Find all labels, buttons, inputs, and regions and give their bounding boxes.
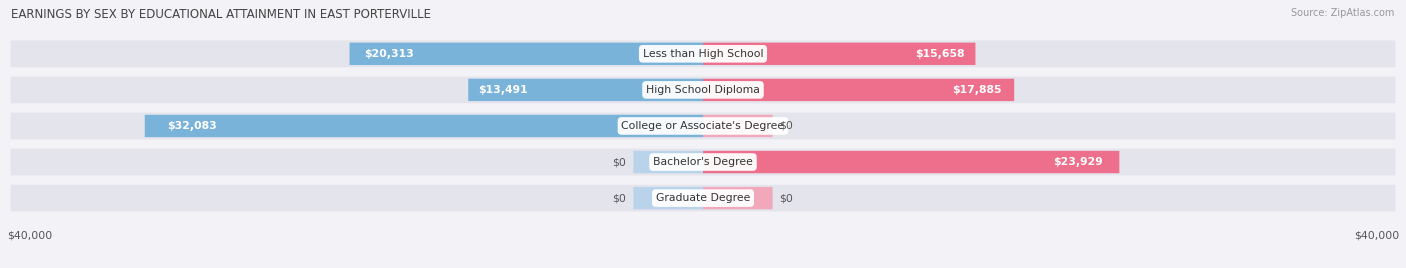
FancyBboxPatch shape xyxy=(703,115,773,137)
Text: $0: $0 xyxy=(613,157,627,167)
FancyBboxPatch shape xyxy=(703,43,976,65)
Text: $0: $0 xyxy=(613,193,627,203)
Text: $13,491: $13,491 xyxy=(478,85,527,95)
FancyBboxPatch shape xyxy=(703,79,1014,101)
FancyBboxPatch shape xyxy=(468,79,703,101)
Text: EARNINGS BY SEX BY EDUCATIONAL ATTAINMENT IN EAST PORTERVILLE: EARNINGS BY SEX BY EDUCATIONAL ATTAINMEN… xyxy=(11,8,432,21)
Text: $15,658: $15,658 xyxy=(915,49,965,59)
FancyBboxPatch shape xyxy=(703,151,1119,173)
FancyBboxPatch shape xyxy=(10,185,1396,211)
FancyBboxPatch shape xyxy=(703,187,773,209)
Text: Graduate Degree: Graduate Degree xyxy=(655,193,751,203)
Text: $0: $0 xyxy=(779,193,793,203)
Text: $20,313: $20,313 xyxy=(364,49,413,59)
FancyBboxPatch shape xyxy=(10,40,1396,67)
Text: $23,929: $23,929 xyxy=(1053,157,1102,167)
Text: $17,885: $17,885 xyxy=(952,85,1001,95)
Text: $0: $0 xyxy=(779,121,793,131)
Text: Less than High School: Less than High School xyxy=(643,49,763,59)
FancyBboxPatch shape xyxy=(10,149,1396,175)
Text: $32,083: $32,083 xyxy=(167,121,217,131)
Text: College or Associate's Degree: College or Associate's Degree xyxy=(621,121,785,131)
Text: Bachelor's Degree: Bachelor's Degree xyxy=(652,157,754,167)
FancyBboxPatch shape xyxy=(633,151,703,173)
FancyBboxPatch shape xyxy=(10,113,1396,139)
Text: $40,000: $40,000 xyxy=(7,230,52,241)
Text: Source: ZipAtlas.com: Source: ZipAtlas.com xyxy=(1291,8,1395,18)
FancyBboxPatch shape xyxy=(350,43,703,65)
Text: $40,000: $40,000 xyxy=(1354,230,1399,241)
Text: High School Diploma: High School Diploma xyxy=(647,85,759,95)
FancyBboxPatch shape xyxy=(10,77,1396,103)
FancyBboxPatch shape xyxy=(145,115,703,137)
FancyBboxPatch shape xyxy=(633,187,703,209)
